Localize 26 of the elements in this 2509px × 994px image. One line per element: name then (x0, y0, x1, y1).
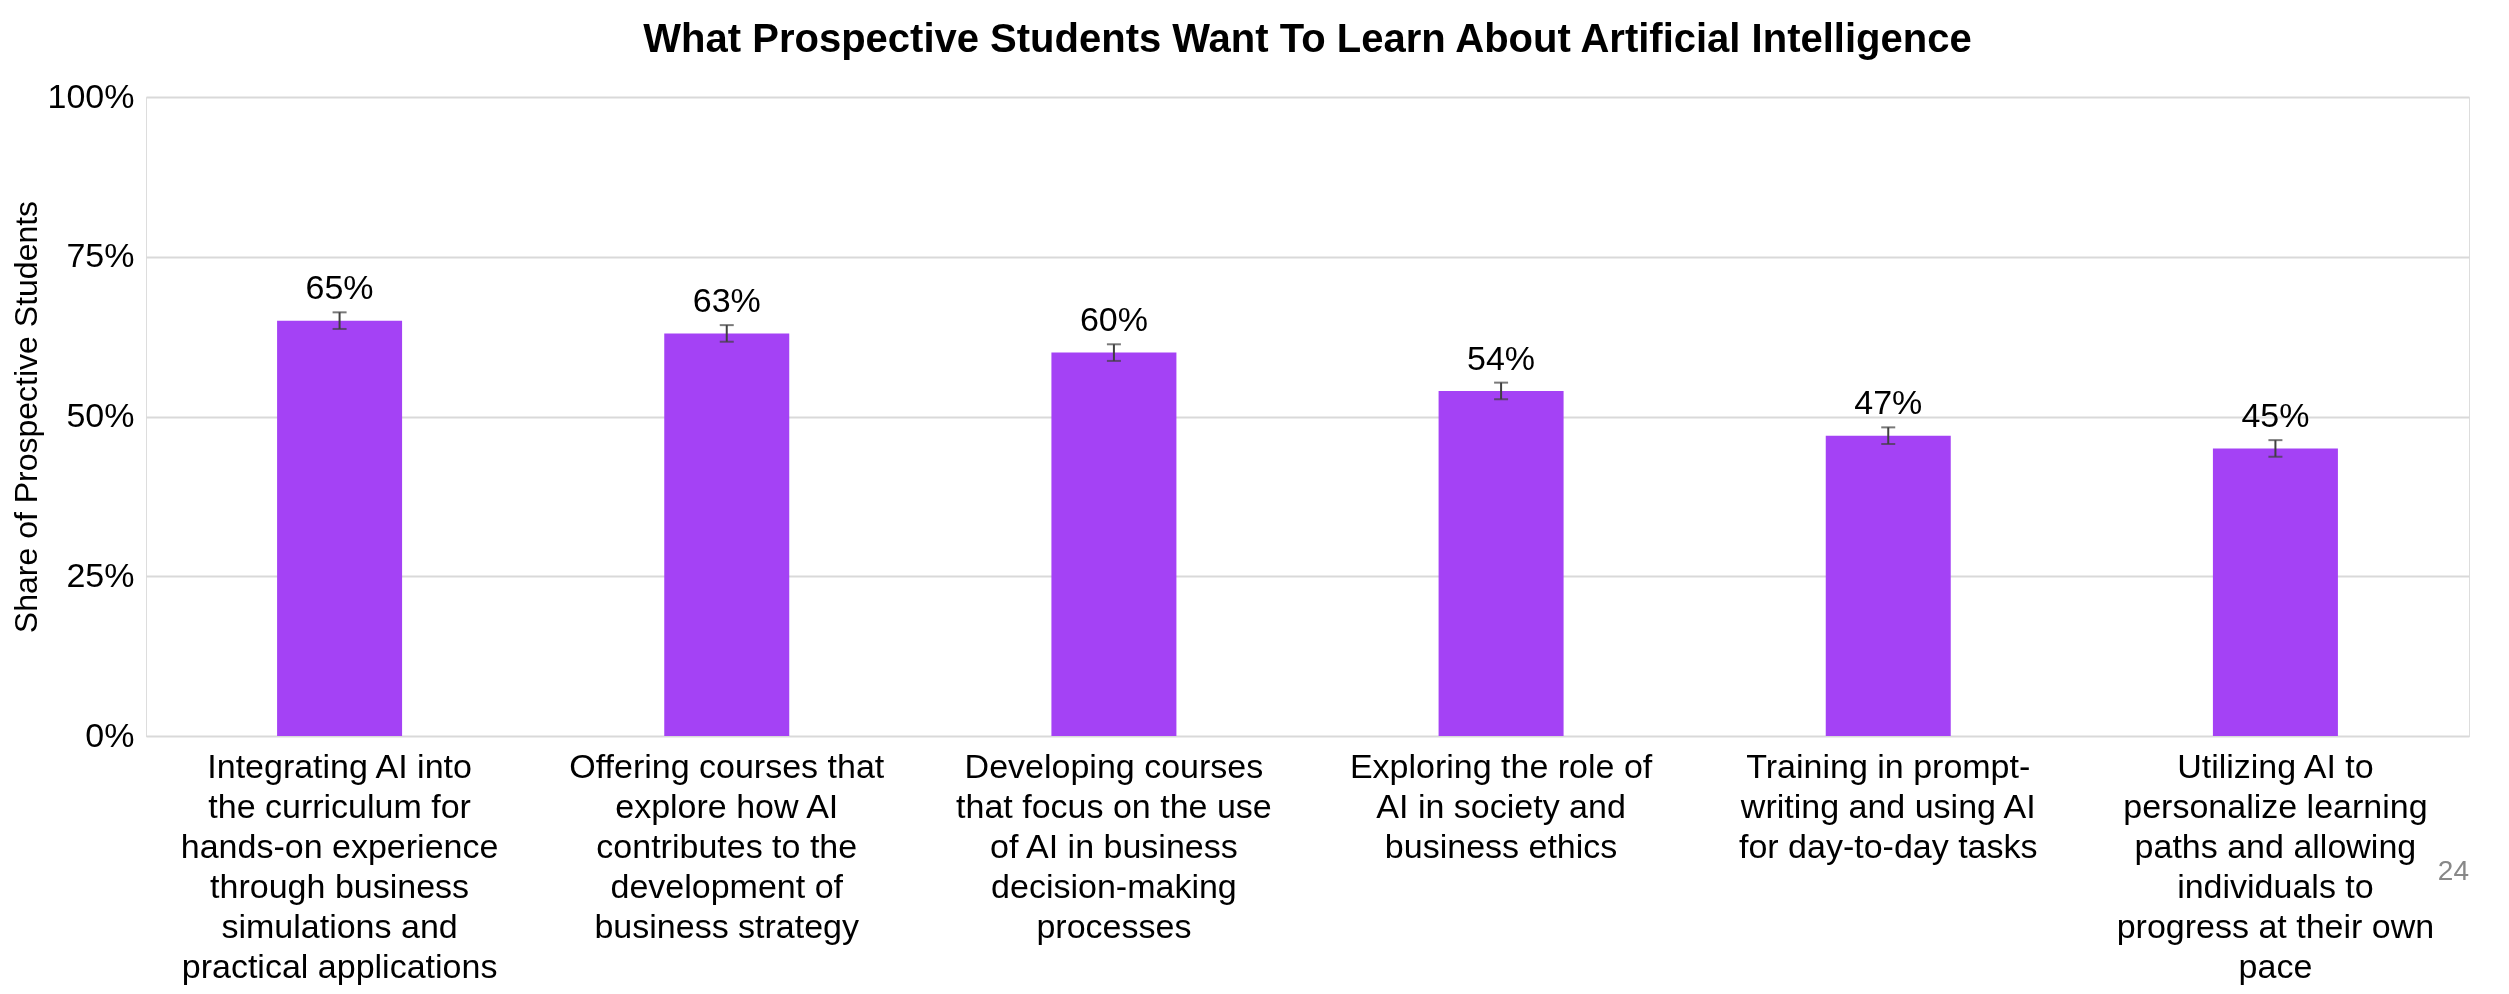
y-tick-label: 75% (66, 236, 135, 275)
x-tick-label: Offering courses that explore how AI contributes to the development of business strategy (569, 746, 885, 945)
y-tick-label: 0% (85, 715, 135, 754)
data-label: 63% (692, 281, 761, 320)
bar (277, 320, 403, 736)
data-label: 47% (1854, 383, 1923, 422)
y-axis-title: Share of Prospective Students (7, 200, 44, 634)
y-tick-label: 25% (66, 555, 135, 594)
y-tick-label: 50% (66, 396, 135, 434)
x-tick-label: Exploring the role of AI in society and business ethics (1349, 746, 1653, 865)
data-label: 60% (1079, 300, 1148, 339)
x-tick-label: Training in prompt-writing and using AI for day-to-day tasks (1738, 746, 2038, 865)
data-label: 65% (305, 268, 374, 307)
bar (664, 333, 790, 736)
data-label: 45% (2241, 396, 2310, 435)
bar (1051, 352, 1177, 736)
y-tick-label: 100% (47, 76, 135, 115)
bar (2212, 448, 2338, 736)
x-tick-label: Utilizing AI to personalize learning paths and allowing individuals to progress at their own pace (2116, 746, 2435, 985)
x-tick-label: Integrating AI into the curriculum for hands-on experience through business simulations and practical applications (180, 746, 499, 985)
x-tick-label: Developing courses that focus on the use of AI in business decision-making processes (956, 746, 1272, 945)
bar (1825, 435, 1951, 736)
bar (1438, 390, 1564, 736)
chart-title: What Prospective Students Want To Learn About Artificial Intelligence (643, 16, 1972, 60)
data-label: 54% (1467, 338, 1536, 377)
text: 24 (2437, 855, 2469, 886)
